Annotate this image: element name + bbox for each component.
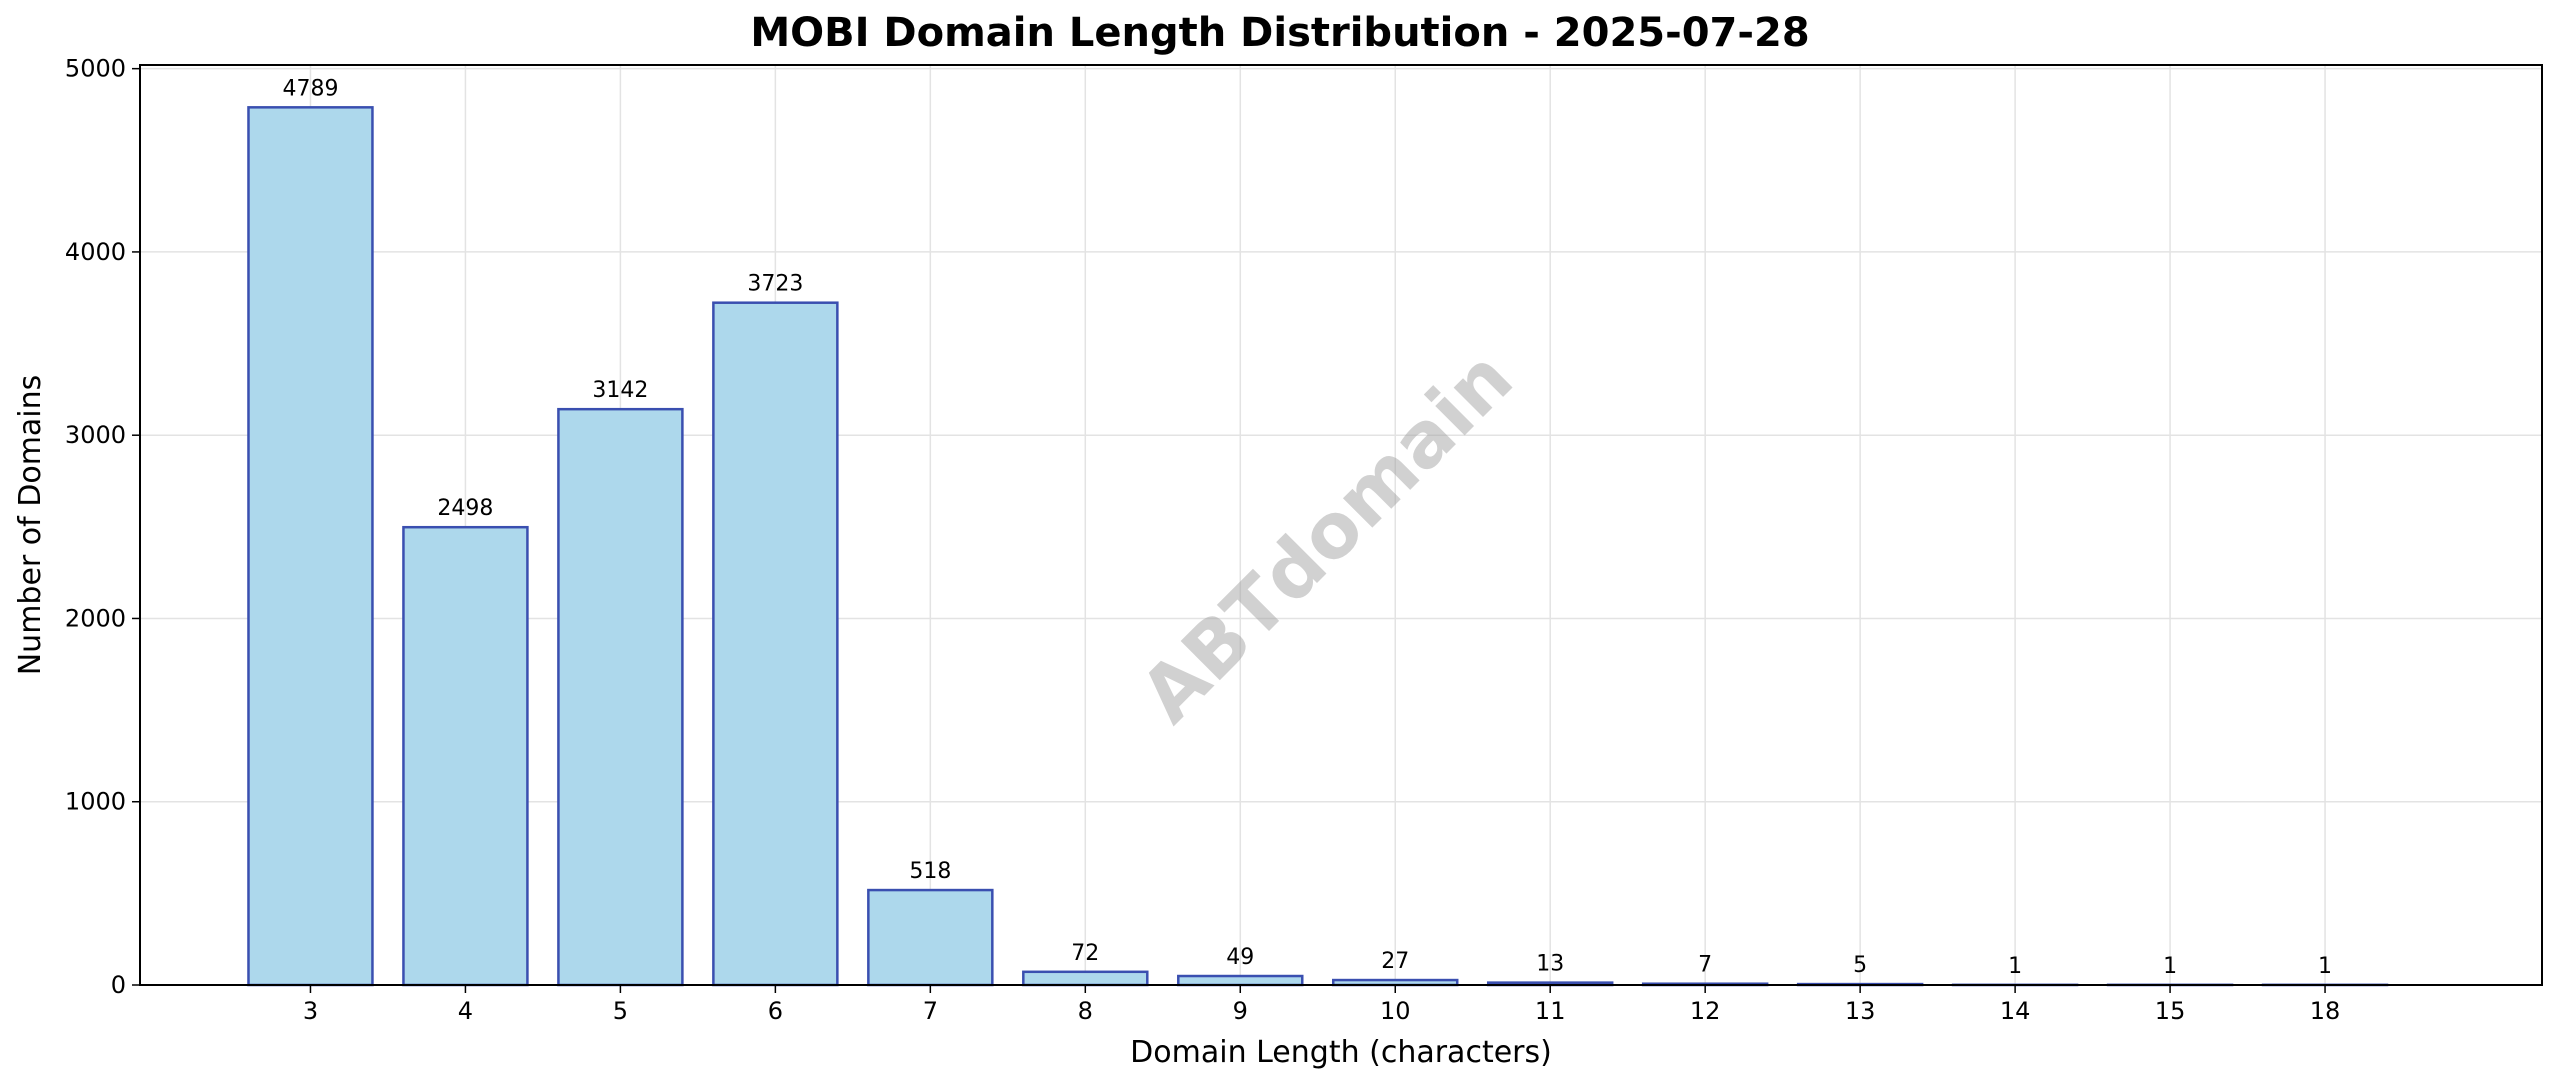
y-axis-label: Number of Domains — [13, 375, 48, 676]
chart-title: MOBI Domain Length Distribution - 2025-0… — [750, 10, 1810, 56]
data-label: 7 — [1698, 953, 1712, 978]
data-label: 1 — [2163, 954, 2177, 979]
x-tick-label: 3 — [303, 997, 318, 1025]
x-tick-label: 4 — [458, 997, 473, 1025]
x-tick-label: 18 — [2310, 997, 2341, 1025]
x-tick-label: 14 — [2000, 997, 2031, 1025]
data-label: 3723 — [747, 272, 803, 297]
bar — [712, 301, 839, 987]
bar — [1022, 970, 1149, 987]
x-tick-label: 9 — [1233, 997, 1248, 1025]
x-tick-label: 12 — [1690, 997, 1721, 1025]
data-label: 5 — [1853, 953, 1867, 978]
plot-frame — [139, 64, 2543, 986]
x-tick-label: 8 — [1078, 997, 1093, 1025]
x-tick-label: 15 — [2155, 997, 2186, 1025]
bars-layer — [247, 106, 2389, 987]
data-label: 72 — [1071, 941, 1099, 966]
y-tick-label: 3000 — [65, 421, 126, 449]
y-tick-label: 4000 — [65, 238, 126, 266]
data-label: 27 — [1381, 949, 1409, 974]
y-tick-label: 1000 — [65, 788, 126, 816]
bar — [402, 525, 529, 987]
x-axis-label: Domain Length (characters) — [1130, 1035, 1552, 1070]
bar — [247, 106, 374, 987]
x-tick-label: 13 — [1845, 997, 1876, 1025]
x-tick-label: 6 — [768, 997, 783, 1025]
watermark: ABTdomain — [1123, 333, 1529, 739]
data-label: 4789 — [282, 76, 338, 101]
x-tick-label: 10 — [1380, 997, 1411, 1025]
data-label: 518 — [909, 859, 951, 884]
y-tick-label: 0 — [111, 971, 126, 999]
data-label: 49 — [1226, 945, 1254, 970]
x-tick-label: 11 — [1535, 997, 1566, 1025]
data-label: 1 — [2008, 954, 2022, 979]
bar — [1177, 974, 1304, 987]
data-label: 2498 — [437, 496, 493, 521]
x-tick-label: 7 — [923, 997, 938, 1025]
x-tick-label: 5 — [613, 997, 628, 1025]
data-label: 3142 — [592, 378, 648, 403]
bar — [867, 888, 994, 987]
y-tick-label: 5000 — [65, 55, 126, 83]
data-label: 13 — [1536, 952, 1564, 977]
y-tick-label: 2000 — [65, 604, 126, 632]
data-label: 1 — [2318, 954, 2332, 979]
labels-layer: 0 1000 2000 3000 4000 5000 3 4789 4 2498 5 3142 6 372… — [65, 55, 2340, 1025]
axes-layer — [132, 64, 2543, 993]
bar — [557, 407, 684, 987]
